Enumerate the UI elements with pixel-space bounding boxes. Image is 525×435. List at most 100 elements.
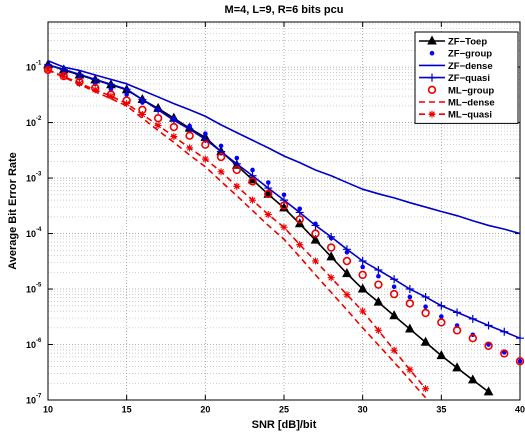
marker (357, 283, 368, 293)
marker-part (420, 336, 431, 346)
marker-part (439, 314, 444, 319)
x-tick-label: 35 (436, 404, 446, 414)
marker-part (327, 232, 336, 241)
marker (250, 167, 255, 173)
marker (390, 346, 398, 354)
marker (248, 177, 257, 186)
marker (279, 201, 289, 210)
series-line (47, 69, 427, 399)
marker (468, 314, 477, 323)
marker (437, 301, 446, 310)
marker-part (75, 70, 84, 79)
marker (326, 251, 337, 261)
marker-part (453, 308, 462, 317)
marker (107, 92, 115, 100)
marker (232, 165, 242, 175)
marker (501, 350, 507, 355)
marker-part (342, 268, 352, 278)
legend-label: ZF−group (448, 49, 492, 60)
marker-part (484, 321, 493, 330)
marker (249, 196, 257, 204)
marker (374, 280, 383, 289)
marker (170, 133, 178, 141)
marker (153, 113, 163, 123)
marker (44, 66, 52, 74)
marker (358, 270, 367, 280)
legend-label: ZF−quasi (448, 73, 490, 84)
marker (421, 308, 430, 318)
marker (91, 75, 100, 84)
marker (217, 168, 225, 176)
marker-part (357, 283, 368, 293)
marker-part (201, 140, 210, 149)
marker (436, 350, 447, 360)
marker-part (517, 358, 523, 364)
marker-part (405, 323, 415, 333)
marker (124, 92, 129, 97)
marker (439, 314, 444, 319)
marker (427, 35, 437, 45)
marker-part (422, 385, 430, 393)
marker-part (467, 374, 478, 384)
marker (452, 362, 462, 372)
marker (311, 229, 320, 238)
marker-part (279, 201, 289, 210)
marker (468, 333, 477, 343)
marker-part (358, 257, 367, 266)
y-tick-exponent: -3 (36, 172, 42, 178)
marker-part (389, 289, 399, 299)
marker-part (342, 256, 352, 266)
marker-part (203, 131, 208, 137)
series-line (47, 69, 427, 390)
marker-part (296, 241, 304, 249)
marker-part (374, 326, 382, 334)
marker-part (264, 189, 273, 199)
x-tick-label: 20 (200, 404, 210, 414)
marker (516, 334, 524, 343)
x-axis-label: SNR [dB]/bit (252, 419, 317, 431)
legend-label: ML−group (448, 85, 494, 96)
marker-part (468, 333, 477, 343)
marker-part (232, 165, 242, 175)
marker-part (390, 275, 399, 284)
marker-part (250, 167, 255, 173)
marker (374, 326, 382, 334)
marker (327, 243, 336, 252)
marker-part (501, 350, 507, 355)
marker-part (311, 229, 320, 238)
marker-part (249, 196, 257, 204)
marker-part (201, 155, 209, 163)
marker (234, 155, 240, 161)
marker-part (405, 285, 414, 294)
marker (389, 289, 399, 299)
marker-part (280, 223, 288, 231)
marker-part (515, 357, 525, 366)
marker (296, 241, 304, 249)
marker-part (468, 314, 477, 323)
y-tick-label: 10 (26, 118, 36, 128)
marker-part (500, 327, 509, 336)
marker-part (500, 349, 509, 358)
marker (122, 85, 131, 94)
marker (201, 155, 209, 163)
marker-part (248, 177, 257, 186)
marker (138, 110, 146, 118)
marker-part (154, 105, 163, 114)
marker-part (169, 122, 179, 132)
marker (437, 318, 446, 327)
x-tick-label: 40 (515, 404, 525, 414)
marker (108, 86, 114, 92)
marker-part (429, 50, 435, 56)
marker (421, 292, 430, 301)
marker-part (376, 273, 381, 279)
marker (420, 336, 431, 346)
marker-part (265, 180, 271, 185)
marker (281, 192, 287, 198)
marker (360, 264, 365, 270)
marker-part (436, 350, 447, 360)
marker (91, 86, 99, 94)
marker-part (154, 121, 162, 129)
marker-part (421, 308, 430, 318)
